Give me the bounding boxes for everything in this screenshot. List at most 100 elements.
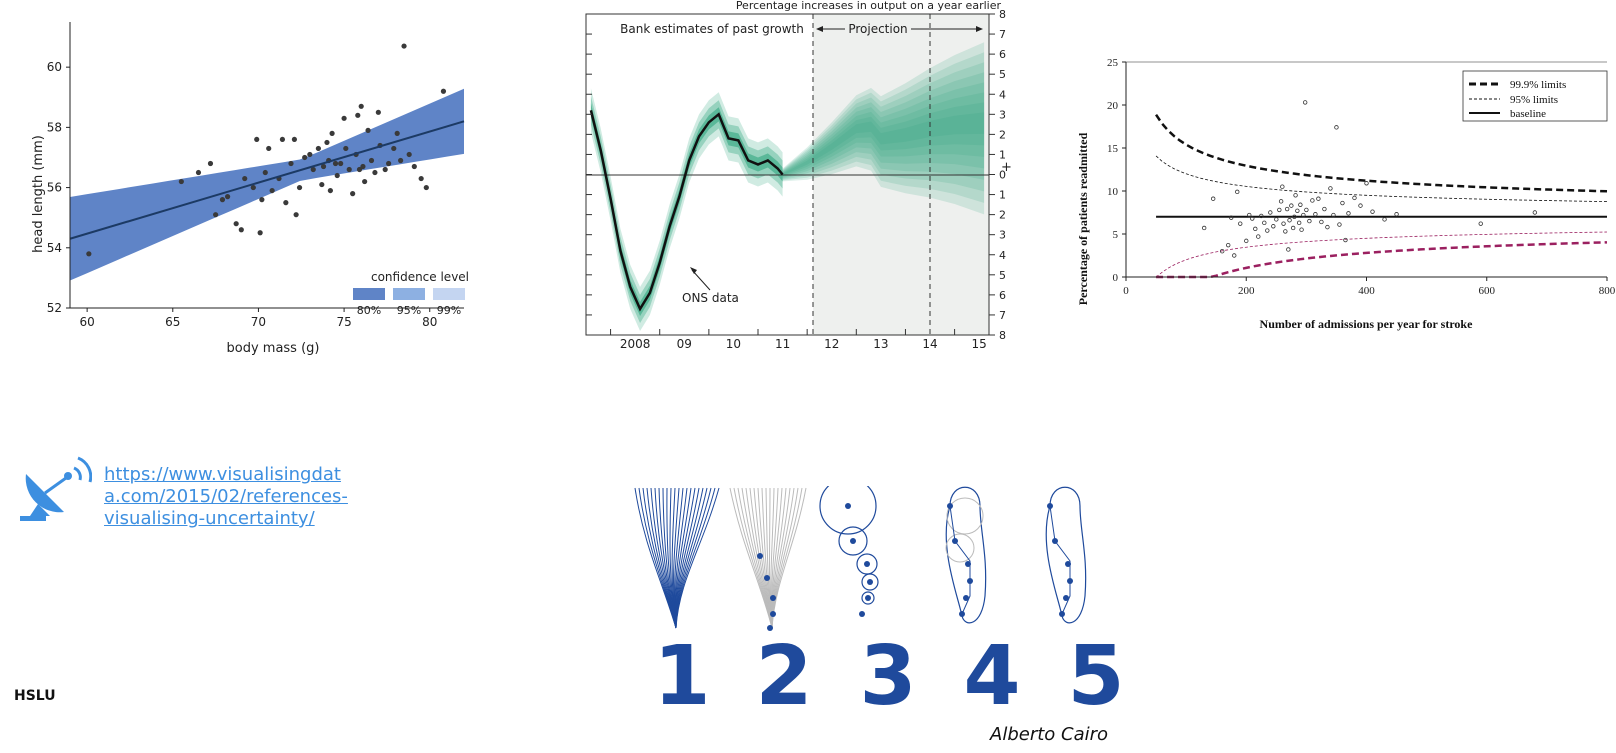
data-point bbox=[262, 169, 268, 176]
data-point bbox=[398, 157, 404, 164]
legend-swatch bbox=[433, 288, 465, 300]
data-point bbox=[315, 145, 321, 152]
uncertainty-circle bbox=[819, 486, 877, 535]
forecast-point bbox=[959, 611, 965, 617]
data-point bbox=[1292, 214, 1297, 219]
x-tick-label: 400 bbox=[1358, 285, 1375, 297]
data-point bbox=[401, 43, 407, 49]
control-limits bbox=[1155, 114, 1608, 279]
legend-95: 95% limits bbox=[1510, 94, 1558, 106]
right-tick-label: 6 bbox=[999, 48, 1006, 61]
upper-999-limit bbox=[1155, 114, 1608, 193]
data-point bbox=[1346, 211, 1351, 216]
forecast-point bbox=[864, 561, 870, 567]
x-tick-label: 80 bbox=[422, 315, 437, 329]
data-point bbox=[1274, 217, 1279, 222]
data-point bbox=[1287, 218, 1292, 223]
fan-layer bbox=[782, 72, 985, 180]
panel-2-spaghetti-points bbox=[729, 487, 807, 631]
data-point bbox=[1210, 196, 1216, 201]
panel-number-1: 1 bbox=[653, 629, 710, 716]
data-point bbox=[375, 109, 381, 115]
y-tick-label: 5 bbox=[1113, 229, 1119, 241]
data-point bbox=[1284, 206, 1290, 212]
legend-label: 99% bbox=[437, 304, 461, 317]
legend-label: 95% bbox=[397, 304, 421, 317]
uncertainty-circle bbox=[838, 526, 868, 556]
x-tick-label: 10 bbox=[726, 337, 741, 351]
data-point bbox=[250, 184, 256, 191]
fan-layer bbox=[782, 112, 985, 176]
data-point bbox=[1262, 220, 1267, 226]
data-point bbox=[207, 160, 214, 167]
x-axis-label: Number of admissions per year for stroke bbox=[1260, 317, 1474, 331]
right-tick-label: 7 bbox=[999, 309, 1006, 322]
data-point bbox=[1229, 215, 1234, 220]
y-tick-label: 25 bbox=[1107, 57, 1119, 69]
confidence-bands bbox=[70, 88, 464, 281]
data-point bbox=[350, 191, 356, 197]
x-tick-label: 70 bbox=[251, 315, 266, 329]
scatter-points bbox=[86, 43, 447, 257]
data-point bbox=[394, 130, 400, 136]
x-tick-label: 75 bbox=[336, 315, 351, 329]
data-point bbox=[1238, 221, 1243, 226]
data-point bbox=[1325, 224, 1330, 230]
panel-1-spaghetti bbox=[634, 487, 720, 629]
x-tick-label: 12 bbox=[824, 337, 839, 351]
reference-link[interactable]: https://www.visualisingdata.com/2015/02/… bbox=[104, 464, 348, 529]
data-point bbox=[213, 212, 219, 218]
data-point bbox=[329, 130, 335, 136]
data-point bbox=[1394, 212, 1399, 217]
data-point bbox=[372, 169, 378, 176]
confidence-band-80% bbox=[70, 88, 464, 281]
data-point bbox=[411, 163, 417, 170]
data-point bbox=[86, 251, 92, 257]
data-point bbox=[293, 212, 299, 218]
y-tick-label: 52 bbox=[47, 301, 62, 315]
uncertainty-cone bbox=[945, 486, 987, 624]
data-point bbox=[358, 103, 364, 109]
legend-label: 80% bbox=[357, 304, 381, 317]
arrow-right-head bbox=[976, 26, 983, 32]
regression-line bbox=[69, 120, 465, 240]
right-tick-label: 3 bbox=[999, 229, 1006, 242]
data-point bbox=[386, 160, 392, 167]
data-point bbox=[307, 151, 313, 158]
data-point bbox=[1358, 203, 1363, 208]
panel-number-5: 5 bbox=[1067, 629, 1124, 716]
data-point bbox=[288, 160, 294, 167]
x-tick-label: 09 bbox=[677, 337, 692, 351]
data-point bbox=[310, 166, 316, 173]
right-tick-label: 4 bbox=[999, 88, 1006, 101]
data-point bbox=[1322, 206, 1327, 212]
data-point bbox=[296, 184, 303, 191]
scatter-points bbox=[1201, 100, 1538, 258]
brand-label: HSLU bbox=[14, 688, 56, 704]
data-point bbox=[1334, 125, 1339, 130]
data-point bbox=[283, 200, 289, 206]
right-tick-label: 1 bbox=[999, 148, 1006, 161]
data-point bbox=[259, 197, 265, 203]
forecast-point bbox=[1063, 595, 1069, 601]
forecast-point bbox=[867, 579, 873, 585]
data-point bbox=[406, 151, 412, 158]
y-axis-label: Percentage of patients readmitted bbox=[1076, 132, 1090, 305]
right-tick-label: 2 bbox=[999, 128, 1006, 141]
forecast-point bbox=[963, 595, 969, 601]
panel-number-3: 3 bbox=[859, 629, 916, 716]
forecast-point bbox=[764, 575, 770, 581]
data-point bbox=[346, 166, 352, 173]
uncertainty-circle bbox=[945, 533, 975, 563]
ons-pointer bbox=[691, 269, 711, 291]
right-tick-label: 0 bbox=[999, 169, 1006, 182]
data-point bbox=[391, 145, 397, 152]
data-point bbox=[1259, 213, 1264, 219]
data-point bbox=[1290, 225, 1296, 231]
data-point bbox=[360, 163, 366, 170]
storm-track bbox=[675, 487, 720, 629]
uncertainty-circle bbox=[861, 573, 879, 591]
data-point bbox=[1278, 199, 1284, 204]
